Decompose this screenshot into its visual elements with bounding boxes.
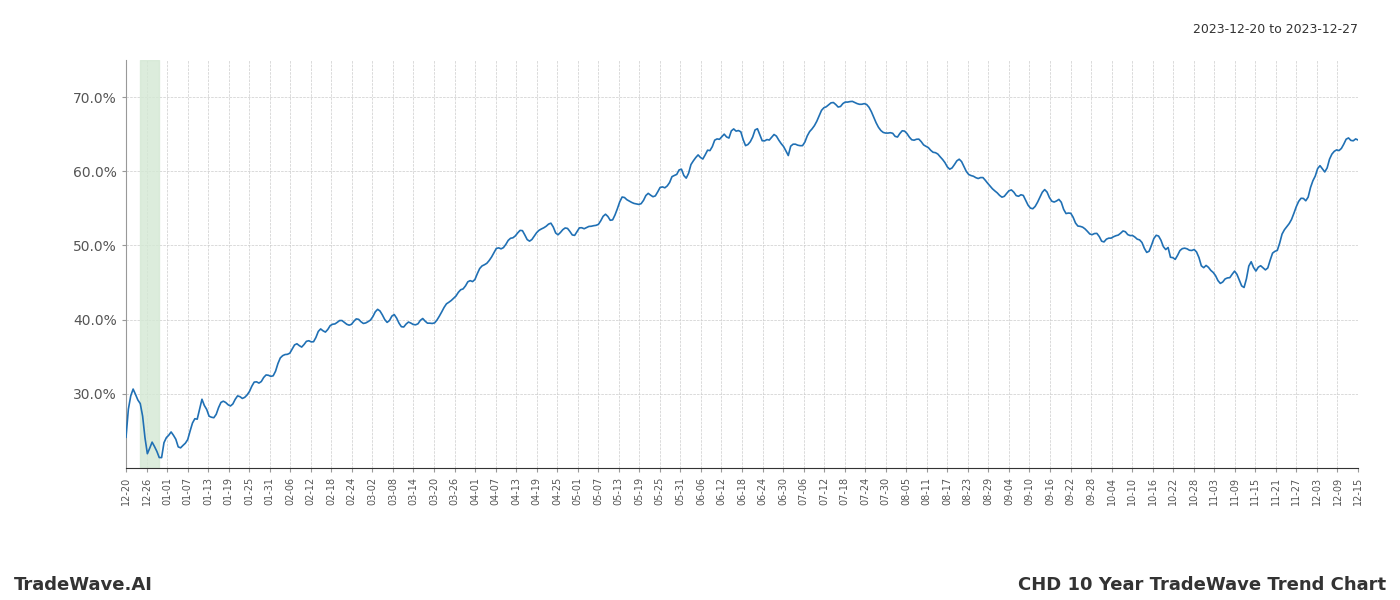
Text: TradeWave.AI: TradeWave.AI xyxy=(14,576,153,594)
Bar xyxy=(140,60,160,468)
Text: CHD 10 Year TradeWave Trend Chart: CHD 10 Year TradeWave Trend Chart xyxy=(1018,576,1386,594)
Text: 2023-12-20 to 2023-12-27: 2023-12-20 to 2023-12-27 xyxy=(1193,23,1358,35)
